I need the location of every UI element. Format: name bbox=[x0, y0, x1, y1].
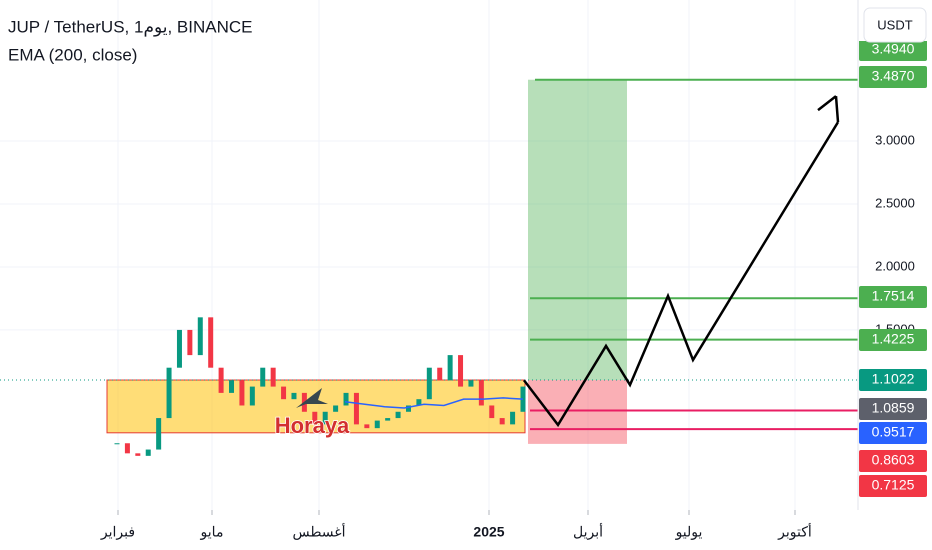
price-label: 0.8603 bbox=[872, 452, 915, 468]
price-label-bg bbox=[859, 369, 927, 391]
candle bbox=[135, 453, 141, 456]
candle bbox=[218, 367, 224, 393]
price-label: 0.7125 bbox=[872, 477, 915, 493]
candle bbox=[385, 418, 391, 421]
price-label-bg bbox=[859, 329, 927, 351]
price-label: 3.4940 bbox=[872, 41, 915, 57]
candle bbox=[374, 420, 380, 429]
price-label: 1.7514 bbox=[872, 288, 915, 304]
plane-icon bbox=[296, 388, 328, 408]
price-label-bg bbox=[859, 66, 927, 88]
candle bbox=[447, 355, 453, 381]
candle bbox=[187, 329, 193, 356]
x-tick-label: يوليو bbox=[675, 524, 703, 541]
x-tick-label: أكتوبر bbox=[777, 522, 812, 541]
candle bbox=[270, 367, 276, 387]
candle bbox=[208, 317, 214, 368]
currency-button[interactable] bbox=[863, 7, 927, 43]
symbol-title: JUP / TetherUS, 1يوم, BINANCE bbox=[8, 17, 253, 37]
stop-zone bbox=[528, 380, 627, 444]
price-label-bg bbox=[859, 286, 927, 308]
candle bbox=[489, 405, 495, 419]
price-label: 1.0859 bbox=[872, 400, 915, 416]
y-tick-label: 3.0000 bbox=[875, 132, 915, 147]
candle bbox=[343, 392, 349, 406]
candle bbox=[124, 443, 130, 454]
price-label-bg bbox=[859, 398, 927, 420]
x-tick-label: أغسطس bbox=[292, 522, 345, 541]
candle bbox=[437, 367, 443, 381]
currency[interactable]: USDT bbox=[877, 17, 912, 32]
candle bbox=[478, 380, 484, 406]
candle bbox=[395, 411, 401, 419]
candle bbox=[239, 380, 245, 406]
candle bbox=[458, 355, 464, 387]
candle bbox=[312, 411, 318, 425]
arrow-head bbox=[817, 95, 840, 123]
candle bbox=[353, 392, 359, 425]
candle bbox=[416, 399, 422, 406]
candle bbox=[166, 367, 172, 419]
price-label-bg bbox=[859, 475, 927, 497]
candle bbox=[114, 443, 120, 445]
candle bbox=[405, 405, 411, 412]
y-tick-label: 2.0000 bbox=[875, 258, 915, 273]
indicator-label: EMA (200, close) bbox=[8, 45, 137, 64]
projection-path bbox=[523, 121, 840, 428]
candle bbox=[229, 380, 235, 393]
candle bbox=[145, 449, 151, 456]
price-label-bg bbox=[859, 450, 927, 472]
ema-line bbox=[344, 397, 524, 409]
candle bbox=[260, 367, 266, 387]
target-zone bbox=[528, 79, 627, 381]
candle bbox=[499, 418, 505, 425]
candle bbox=[291, 392, 297, 400]
x-tick-label: مايو bbox=[200, 524, 224, 541]
candle bbox=[468, 380, 474, 387]
candle bbox=[364, 424, 370, 429]
candle bbox=[333, 405, 339, 412]
price-label: 0.9517 bbox=[872, 424, 915, 440]
candle bbox=[197, 317, 203, 356]
price-label: 1.1022 bbox=[872, 371, 915, 387]
candle bbox=[281, 386, 287, 400]
x-tick-label: فبراير bbox=[100, 524, 135, 541]
x-tick-label: أبريل bbox=[573, 522, 603, 541]
plot-area: Horaya bbox=[0, 0, 858, 510]
candle bbox=[510, 411, 516, 425]
candle bbox=[176, 329, 182, 368]
candle bbox=[249, 386, 255, 406]
candle bbox=[156, 418, 162, 450]
x-tick-label: 2025 bbox=[473, 524, 504, 540]
price-label: 3.4870 bbox=[872, 68, 915, 84]
y-tick-label: 2.5000 bbox=[875, 195, 915, 210]
price-label: 1.4225 bbox=[872, 331, 915, 347]
price-label-bg bbox=[859, 39, 927, 61]
candle bbox=[322, 411, 328, 425]
candle bbox=[426, 367, 432, 400]
price-label-bg bbox=[859, 422, 927, 444]
watermark: Horaya bbox=[275, 413, 350, 438]
